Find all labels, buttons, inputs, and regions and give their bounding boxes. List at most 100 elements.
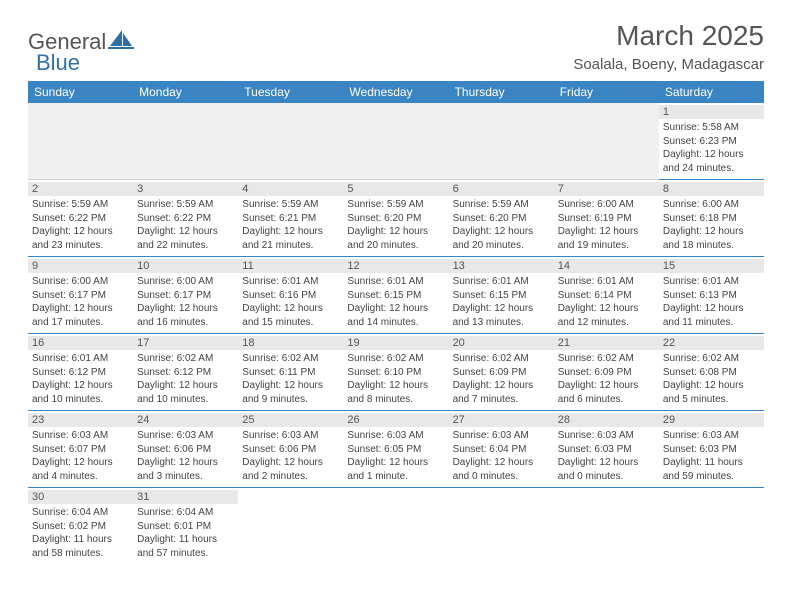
- daylight-line: Daylight: 12 hours and 10 minutes.: [32, 380, 113, 405]
- day-cell: 29 Sunrise: 6:03 AMSunset: 6:03 PMDayligh…: [659, 411, 764, 488]
- daylight-line: Daylight: 12 hours and 17 minutes.: [32, 303, 113, 328]
- sunrise-line: Sunrise: 6:01 AM: [453, 276, 529, 287]
- day-number: 8: [659, 182, 764, 196]
- day-cell: [343, 488, 448, 565]
- logo-text-2: Blue: [36, 50, 80, 76]
- day-details: Sunrise: 6:04 AMSunset: 6:01 PMDaylight:…: [137, 506, 234, 560]
- day-cell: 27Sunrise: 6:03 AMSunset: 6:04 PMDayligh…: [449, 411, 554, 488]
- day-details: Sunrise: 6:01 AMSunset: 6:12 PMDaylight:…: [32, 352, 129, 406]
- day-number: 26: [343, 413, 448, 427]
- day-cell: 19Sunrise: 6:02 AMSunset: 6:10 PMDayligh…: [343, 334, 448, 411]
- daylight-line: Daylight: 12 hours and 14 minutes.: [347, 303, 428, 328]
- day-number: 22: [659, 336, 764, 350]
- col-saturday: Saturday: [659, 81, 764, 103]
- daylight-line: Daylight: 12 hours and 0 minutes.: [453, 457, 534, 482]
- day-details: Sunrise: 6:02 AMSunset: 6:12 PMDaylight:…: [137, 352, 234, 406]
- day-number: 31: [133, 490, 238, 504]
- day-cell: 23 Sunrise: 6:03 AMSunset: 6:07 PMDayligh…: [28, 411, 133, 488]
- sunset-line: Sunset: 6:19 PM: [558, 213, 632, 224]
- day-cell: 9Sunrise: 6:00 AMSunset: 6:17 PMDaylight…: [28, 257, 133, 334]
- day-cell: 24 Sunrise: 6:03 AMSunset: 6:06 PMDayligh…: [133, 411, 238, 488]
- sunrise-line: Sunrise: 6:01 AM: [663, 276, 739, 287]
- day-details: Sunrise: 6:02 AMSunset: 6:08 PMDaylight:…: [663, 352, 760, 406]
- sunrise-line: Sunrise: 6:03 AM: [347, 430, 423, 441]
- day-details: Sunrise: 6:01 AMSunset: 6:13 PMDaylight:…: [663, 275, 760, 329]
- sunrise-line: Sunrise: 5:59 AM: [453, 199, 529, 210]
- sunrise-line: Sunrise: 5:59 AM: [242, 199, 318, 210]
- day-cell: 31 Sunrise: 6:04 AMSunset: 6:01 PMDayligh…: [133, 488, 238, 565]
- calendar-table: Sunday Monday Tuesday Wednesday Thursday…: [28, 81, 764, 564]
- day-details: Sunrise: 6:00 AMSunset: 6:19 PMDaylight:…: [558, 198, 655, 252]
- daylight-line: Daylight: 11 hours and 58 minutes.: [32, 534, 112, 559]
- daylight-line: Daylight: 12 hours and 24 minutes.: [663, 149, 744, 174]
- day-cell: [238, 488, 343, 565]
- daylight-line: Daylight: 12 hours and 13 minutes.: [453, 303, 534, 328]
- col-thursday: Thursday: [449, 81, 554, 103]
- daylight-line: Daylight: 12 hours and 1 minute.: [347, 457, 428, 482]
- sunset-line: Sunset: 6:06 PM: [137, 444, 211, 455]
- day-number: 23: [28, 413, 133, 427]
- sunset-line: Sunset: 6:01 PM: [137, 521, 211, 532]
- sunset-line: Sunset: 6:13 PM: [663, 290, 737, 301]
- week-row: 9 Sunrise: 6:00 AMSunset: 6:17 PMDaylight…: [28, 257, 764, 334]
- daylight-line: Daylight: 12 hours and 7 minutes.: [453, 380, 534, 405]
- day-details: Sunrise: 5:59 AMSunset: 6:20 PMDaylight:…: [453, 198, 550, 252]
- day-details: Sunrise: 6:03 AMSunset: 6:03 PMDaylight:…: [663, 429, 760, 483]
- day-details: Sunrise: 6:02 AMSunset: 6:10 PMDaylight:…: [347, 352, 444, 406]
- daylight-line: Daylight: 12 hours and 6 minutes.: [558, 380, 639, 405]
- day-number: 24: [133, 413, 238, 427]
- day-cell: [238, 103, 343, 180]
- sunrise-line: Sunrise: 6:01 AM: [347, 276, 423, 287]
- day-number: 11: [238, 259, 343, 273]
- day-cell: 7 Sunrise: 6:00 AMSunset: 6:19 PMDaylight…: [554, 180, 659, 257]
- day-cell: 8Sunrise: 6:00 AMSunset: 6:18 PMDaylight…: [659, 180, 764, 257]
- daylight-line: Daylight: 12 hours and 2 minutes.: [242, 457, 323, 482]
- sunrise-line: Sunrise: 6:02 AM: [453, 353, 529, 364]
- daylight-line: Daylight: 12 hours and 5 minutes.: [663, 380, 744, 405]
- day-cell: 28Sunrise: 6:03 AMSunset: 6:03 PMDayligh…: [554, 411, 659, 488]
- day-number: 20: [449, 336, 554, 350]
- sunrise-line: Sunrise: 6:01 AM: [242, 276, 318, 287]
- day-details: Sunrise: 6:01 AMSunset: 6:14 PMDaylight:…: [558, 275, 655, 329]
- day-details: Sunrise: 6:02 AMSunset: 6:09 PMDaylight:…: [558, 352, 655, 406]
- day-number: 2: [28, 182, 133, 196]
- day-details: Sunrise: 6:03 AMSunset: 6:07 PMDaylight:…: [32, 429, 129, 483]
- week-row: 1Sunrise: 5:58 AMSunset: 6:23 PMDaylight…: [28, 103, 764, 180]
- day-number: 10: [133, 259, 238, 273]
- daylight-line: Daylight: 12 hours and 4 minutes.: [32, 457, 113, 482]
- col-monday: Monday: [133, 81, 238, 103]
- day-number: 7: [554, 182, 659, 196]
- title-block: March 2025 Soalala, Boeny, Madagascar: [573, 20, 764, 73]
- day-cell: [28, 103, 133, 180]
- day-details: Sunrise: 6:03 AMSunset: 6:06 PMDaylight:…: [137, 429, 234, 483]
- sunrise-line: Sunrise: 6:01 AM: [32, 353, 108, 364]
- sunset-line: Sunset: 6:15 PM: [347, 290, 421, 301]
- day-details: Sunrise: 6:01 AMSunset: 6:16 PMDaylight:…: [242, 275, 339, 329]
- sunrise-line: Sunrise: 5:59 AM: [347, 199, 423, 210]
- day-number: 18: [238, 336, 343, 350]
- sunrise-line: Sunrise: 5:59 AM: [32, 199, 108, 210]
- sunrise-line: Sunrise: 6:03 AM: [32, 430, 108, 441]
- sunset-line: Sunset: 6:02 PM: [32, 521, 106, 532]
- day-number: 6: [449, 182, 554, 196]
- day-number: 5: [343, 182, 448, 196]
- day-number: 29: [659, 413, 764, 427]
- sunrise-line: Sunrise: 6:03 AM: [242, 430, 318, 441]
- day-details: Sunrise: 6:00 AMSunset: 6:17 PMDaylight:…: [137, 275, 234, 329]
- day-details: Sunrise: 5:59 AMSunset: 6:22 PMDaylight:…: [137, 198, 234, 252]
- daylight-line: Daylight: 11 hours and 59 minutes.: [663, 457, 743, 482]
- day-cell: 21Sunrise: 6:02 AMSunset: 6:09 PMDayligh…: [554, 334, 659, 411]
- header-row: Sunday Monday Tuesday Wednesday Thursday…: [28, 81, 764, 103]
- day-cell: 6 Sunrise: 5:59 AMSunset: 6:20 PMDaylight…: [449, 180, 554, 257]
- sunrise-line: Sunrise: 6:02 AM: [663, 353, 739, 364]
- day-cell: [343, 103, 448, 180]
- day-number: 16: [28, 336, 133, 350]
- day-number: 9: [28, 259, 133, 273]
- sunset-line: Sunset: 6:09 PM: [558, 367, 632, 378]
- week-row: 30Sunrise: 6:04 AMSunset: 6:02 PMDayligh…: [28, 488, 764, 565]
- day-cell: [554, 103, 659, 180]
- sunset-line: Sunset: 6:10 PM: [347, 367, 421, 378]
- day-details: Sunrise: 6:04 AMSunset: 6:02 PMDaylight:…: [32, 506, 129, 560]
- daylight-line: Daylight: 12 hours and 20 minutes.: [453, 226, 534, 251]
- day-cell: [133, 103, 238, 180]
